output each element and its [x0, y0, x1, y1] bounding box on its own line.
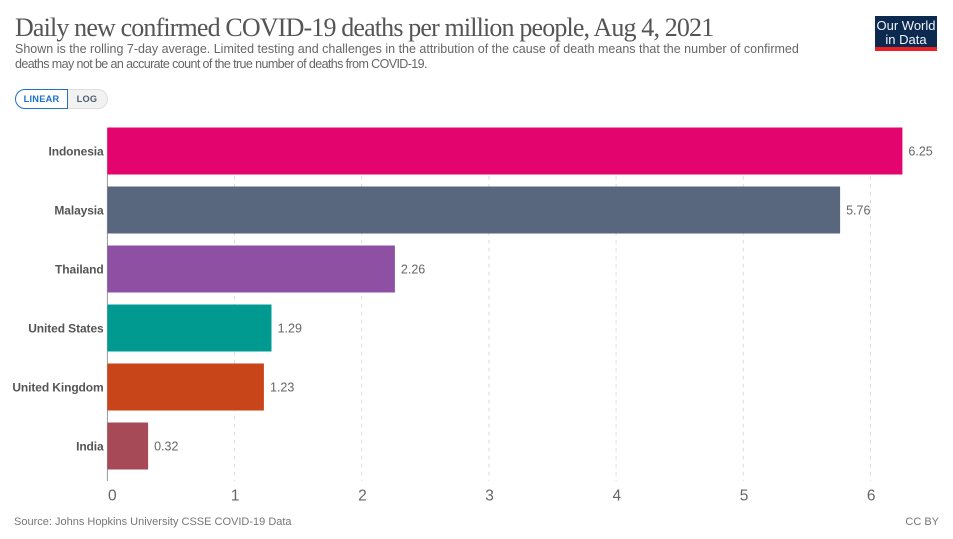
svg-text:6: 6 — [867, 488, 876, 505]
svg-text:Malaysia: Malaysia — [54, 203, 104, 217]
svg-text:5.76: 5.76 — [846, 203, 870, 217]
svg-text:2.26: 2.26 — [401, 262, 425, 276]
svg-text:Thailand: Thailand — [55, 262, 104, 276]
svg-text:United States: United States — [28, 321, 104, 335]
svg-text:0.32: 0.32 — [154, 439, 178, 453]
svg-text:2: 2 — [358, 488, 367, 505]
svg-text:United Kingdom: United Kingdom — [12, 380, 103, 394]
svg-text:5: 5 — [740, 488, 749, 505]
svg-text:3: 3 — [485, 488, 494, 505]
svg-text:1.29: 1.29 — [278, 321, 302, 335]
svg-text:India: India — [76, 439, 104, 453]
svg-text:1: 1 — [231, 488, 240, 505]
svg-text:0: 0 — [108, 488, 117, 505]
svg-text:Indonesia: Indonesia — [48, 144, 104, 158]
svg-text:6.25: 6.25 — [908, 144, 932, 158]
svg-text:4: 4 — [612, 488, 621, 505]
svg-text:1.23: 1.23 — [270, 380, 294, 394]
